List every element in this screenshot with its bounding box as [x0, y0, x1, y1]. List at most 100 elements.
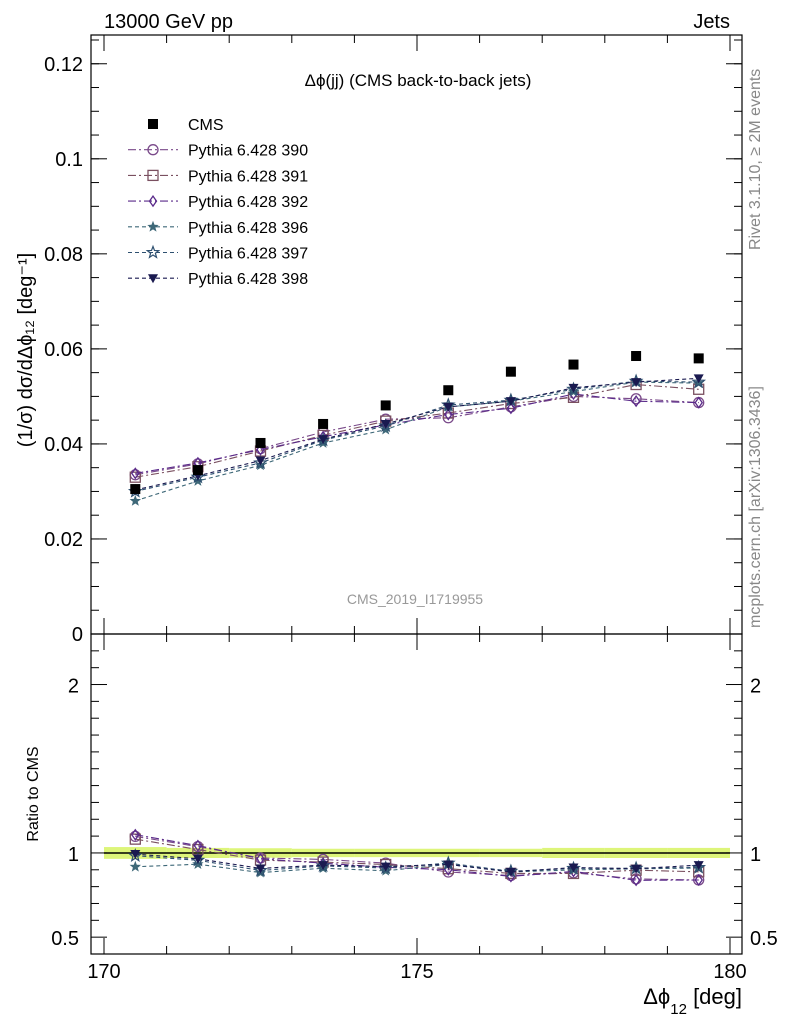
series-line-5 — [135, 377, 699, 491]
series-point-5 — [693, 374, 704, 384]
series-point-2 — [131, 467, 140, 480]
series-point-4 — [691, 374, 707, 389]
ratio-series-point-3 — [129, 860, 142, 872]
series-point-2 — [444, 408, 453, 421]
legend-marker-4 — [145, 244, 161, 259]
x-tick-label: 180 — [713, 961, 746, 983]
data-point — [192, 465, 203, 476]
ratio-y-tick-label-right: 0.5 — [750, 928, 778, 950]
series-point-5 — [380, 419, 391, 429]
series-point-1 — [129, 471, 141, 483]
ratio-series-point-5 — [631, 864, 642, 874]
ratio-series-point-5 — [255, 864, 266, 874]
series-line-1 — [135, 383, 699, 478]
series-line-0 — [135, 395, 699, 476]
y-tick-label: 0.12 — [44, 54, 83, 76]
ratio-series-point-5 — [505, 867, 516, 877]
legend-marker-5 — [148, 274, 158, 284]
data-point — [130, 484, 141, 495]
legend-marker-3 — [147, 220, 159, 232]
legend-label-1: Pythia 6.428 391 — [188, 168, 308, 185]
header-right-label: Jets — [693, 11, 730, 33]
y-tick-label: 0 — [72, 624, 83, 646]
x-axis-label-subscript: 12 — [670, 1001, 687, 1018]
data-point — [505, 366, 516, 377]
series-point-2 — [694, 396, 703, 409]
series-point-5 — [443, 402, 454, 412]
series-point-5 — [568, 383, 579, 393]
x-axis-label-symbol: Δϕ — [643, 984, 670, 1009]
ratio-series-point-0 — [630, 873, 642, 885]
header-left-label: 13000 GeV pp — [104, 11, 233, 33]
ratio-y-tick-label: 2 — [68, 676, 79, 698]
x-axis-label-unit: [deg] — [687, 984, 742, 1009]
mcplots-reference-label: mcplots.cern.ch [arXiv:1306.3436] — [747, 386, 764, 628]
main-axis-ticks: 0 0.02 0.04 0.06 0.08 0.1 0.12 — [44, 35, 742, 646]
legend-marker-0 — [147, 144, 159, 156]
legend-marker-data — [148, 119, 158, 129]
data-point — [255, 437, 266, 448]
ratio-panel-frame — [90, 633, 743, 955]
series-point-5 — [505, 397, 516, 407]
ratio-series-point-2 — [631, 874, 641, 887]
legend-label-3: Pythia 6.428 396 — [188, 220, 308, 237]
series-point-5 — [318, 435, 329, 445]
y-tick-label: 0.04 — [44, 434, 83, 456]
y-axis-label-text: (1/σ) dσ/dΔϕ₁₂ [deg⁻¹] — [15, 253, 37, 447]
mc-curves — [127, 373, 707, 506]
data-point — [443, 385, 454, 396]
data-point — [318, 418, 329, 429]
ratio-series-point-5 — [318, 861, 329, 871]
series-point-3 — [129, 494, 142, 506]
ratio-series-point-5 — [380, 862, 391, 872]
ratio-series-line-1 — [135, 838, 699, 874]
ratio-series-point-5 — [693, 861, 704, 871]
ratio-series-point-2 — [694, 873, 703, 887]
ratio-series-point-2 — [131, 828, 140, 841]
legend-label-5: Pythia 6.428 398 — [188, 271, 308, 288]
ratio-y-tick-label: 1 — [68, 844, 79, 866]
ratio-curves — [127, 828, 707, 887]
ratio-series-point-5 — [443, 860, 454, 870]
data-points — [130, 351, 704, 495]
data-point — [380, 400, 391, 411]
legend: CMS Pythia 6.428 390 Pythia 6.428 391 Pythi… — [128, 117, 308, 288]
ratio-y-tick-label-right: 1 — [750, 844, 761, 866]
ratio-series-point-1 — [129, 833, 141, 845]
ratio-series-point-5 — [568, 863, 579, 873]
x-axis-label: Δϕ12 [deg] — [643, 984, 742, 1018]
series-line-3 — [135, 381, 699, 502]
x-tick-label: 170 — [87, 961, 120, 983]
y-tick-label: 0.08 — [44, 244, 83, 266]
legend-marker-2 — [148, 194, 158, 208]
ratio-axis-ticks: 0.5 0.5 1 1 2 2 170 175 180 — [51, 634, 778, 983]
ratio-series-point-5 — [130, 850, 141, 860]
y-tick-label: 0.1 — [55, 149, 83, 171]
main-panel: 0 0.02 0.04 0.06 0.08 0.1 0.12 Δϕ(jj) (CMS bac… — [44, 34, 743, 646]
analysis-id-label: CMS_2019_I1719955 — [347, 591, 483, 607]
rivet-version-label: Rivet 3.1.10, ≥ 2M events — [747, 69, 764, 250]
ratio-y-axis-label: Ratio to CMS — [25, 746, 42, 841]
series-point-0 — [630, 393, 642, 405]
data-point — [631, 351, 642, 362]
legend-label-4: Pythia 6.428 397 — [188, 246, 308, 263]
legend-label-0: Pythia 6.428 390 — [188, 143, 308, 160]
ratio-y-tick-label: 0.5 — [51, 928, 79, 950]
ratio-series-line-3 — [135, 863, 699, 874]
ratio-series-line-5 — [135, 853, 699, 873]
y-tick-label: 0.06 — [44, 339, 83, 361]
ratio-series-point-2 — [193, 839, 203, 852]
plot-title: Δϕ(jj) (CMS back-to-back jets) — [305, 71, 532, 90]
data-point — [568, 359, 579, 370]
ratio-y-tick-label-right: 2 — [750, 676, 761, 698]
legend-label-2: Pythia 6.428 392 — [188, 194, 308, 211]
series-line-4 — [135, 380, 699, 492]
legend-label-data: CMS — [188, 117, 224, 134]
legend-marker-1 — [147, 169, 159, 182]
series-point-5 — [631, 378, 642, 388]
y-tick-label: 0.02 — [44, 529, 83, 551]
series-point-2 — [631, 395, 641, 408]
ratio-series-line-2 — [135, 834, 699, 881]
ratio-panel: 0.5 0.5 1 1 2 2 170 175 180 Ratio to CMS — [25, 633, 778, 983]
ratio-series-point-5 — [192, 854, 203, 864]
